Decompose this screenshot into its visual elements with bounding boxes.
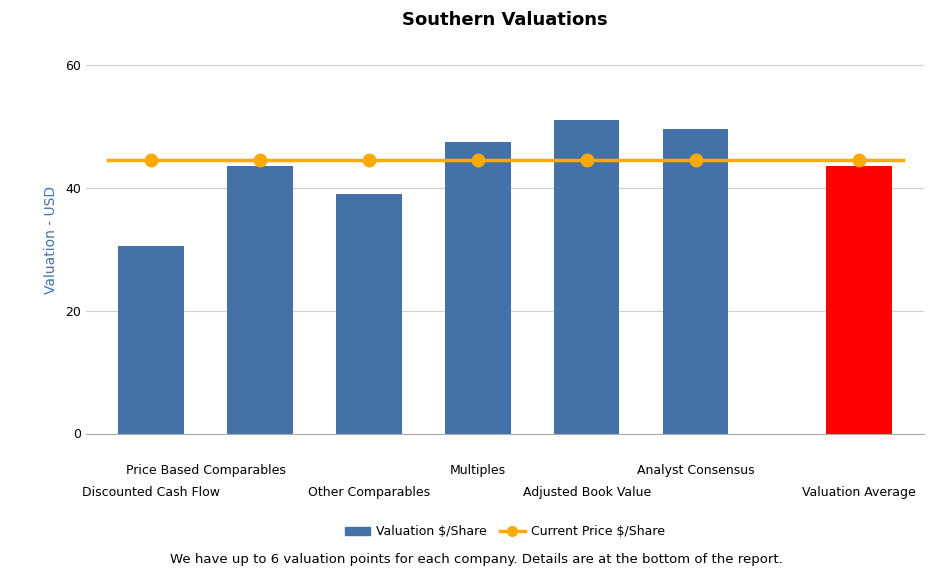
Bar [553,120,619,434]
Bar [118,246,184,434]
Text: Other Comparables: Other Comparables [307,486,429,499]
Bar [336,194,401,434]
Text: Multiples: Multiples [449,464,506,477]
Text: Adjusted Book Value: Adjusted Book Value [522,486,650,499]
Text: Price Based Comparables: Price Based Comparables [126,464,286,477]
Bar [228,166,292,434]
Text: Valuation Average: Valuation Average [802,486,915,499]
Title: Southern Valuations: Southern Valuations [402,12,607,29]
Text: Discounted Cash Flow: Discounted Cash Flow [82,486,220,499]
Legend: Valuation $/Share, Current Price $/Share: Valuation $/Share, Current Price $/Share [340,520,669,543]
Bar [663,129,727,434]
Y-axis label: Valuation - USD: Valuation - USD [44,186,58,294]
Bar [445,142,510,434]
Text: Analyst Consensus: Analyst Consensus [636,464,754,477]
Text: We have up to 6 valuation points for each company. Details are at the bottom of : We have up to 6 valuation points for eac… [170,554,782,566]
Bar [825,166,891,434]
